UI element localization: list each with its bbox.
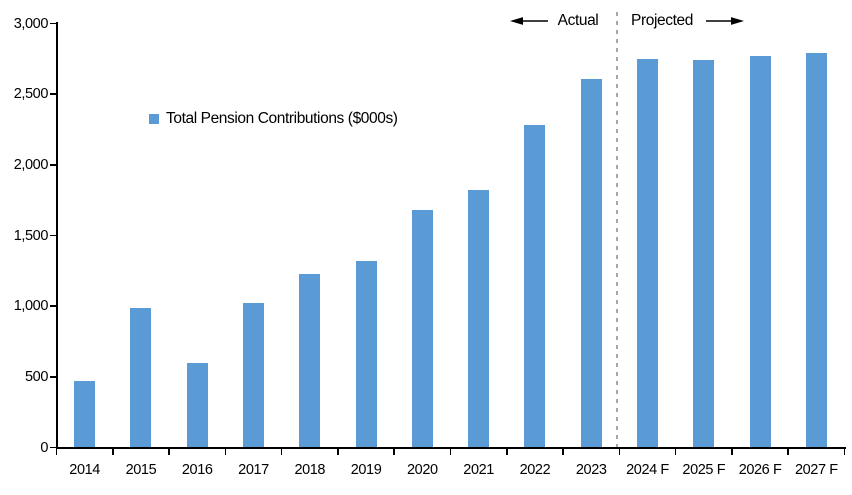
y-axis-label-0: 0 <box>40 439 48 456</box>
bar-2023 <box>580 78 602 448</box>
x-axis-label-2014: 2014 <box>69 462 100 478</box>
bar-2027-f <box>805 53 827 448</box>
x-axis-label-2016: 2016 <box>181 462 213 478</box>
x-tick <box>224 449 227 455</box>
x-tick <box>731 449 733 455</box>
legend-swatch <box>149 114 159 124</box>
bar-2024-f <box>637 58 658 448</box>
x-axis-label-2022: 2022 <box>519 462 551 478</box>
bar-2025-f <box>693 60 715 448</box>
bar-2021 <box>468 190 490 448</box>
x-tick <box>449 449 452 455</box>
x-tick <box>674 449 677 455</box>
y-tick-1,500 <box>50 234 56 237</box>
x-axis-label-2025-f: 2025 F <box>682 462 726 478</box>
x-axis-label-2019: 2019 <box>350 462 382 478</box>
x-tick <box>55 449 58 455</box>
x-tick <box>280 449 283 455</box>
bar-2018 <box>299 273 321 448</box>
y-tick-1,000 <box>50 305 56 307</box>
bar-2016 <box>186 362 208 448</box>
x-tick <box>843 449 846 455</box>
y-axis-label-3,000: 3,000 <box>13 15 49 32</box>
bar-2020 <box>411 210 433 448</box>
y-axis-label-1,000: 1,000 <box>13 298 49 315</box>
x-axis-label-2018: 2018 <box>294 462 326 478</box>
x-tick <box>168 449 170 455</box>
x-tick <box>618 449 621 455</box>
x-axis-label-2024-f: 2024 F <box>626 462 669 478</box>
y-axis-label-2,500: 2,500 <box>13 86 49 103</box>
bar-2022 <box>524 125 546 448</box>
legend: Total Pension Contributions ($000s) <box>149 110 398 128</box>
x-tick <box>562 449 564 455</box>
x-axis-label-2017: 2017 <box>238 462 269 478</box>
x-axis-label-2027-f: 2027 F <box>794 462 838 478</box>
x-axis-label-2026-f: 2026 F <box>738 462 782 478</box>
x-tick <box>787 449 789 455</box>
bar-2017 <box>243 303 264 448</box>
y-tick-500 <box>50 376 56 378</box>
bar-2019 <box>355 260 377 448</box>
x-axis-label-2023: 2023 <box>575 462 607 478</box>
bar-2014 <box>74 381 96 448</box>
y-tick-0 <box>50 446 56 449</box>
x-axis-label-2021: 2021 <box>463 462 494 478</box>
y-tick-3,000 <box>50 22 56 25</box>
x-axis-line <box>56 447 846 449</box>
actual-label: Actual <box>557 12 599 29</box>
projected-label: Projected <box>631 12 693 29</box>
x-tick <box>506 449 508 455</box>
x-tick <box>393 449 395 455</box>
x-tick <box>112 449 114 455</box>
y-axis-label-500: 500 <box>25 368 48 385</box>
x-axis-label-2015: 2015 <box>125 462 157 478</box>
left-arrow-icon <box>510 17 548 25</box>
y-tick-2,000 <box>50 164 56 166</box>
x-axis-label-2020: 2020 <box>407 462 438 478</box>
actual-projected-divider-line <box>616 12 618 448</box>
right-arrow-icon <box>706 17 744 25</box>
bar-2026-f <box>749 56 771 448</box>
x-tick <box>337 449 339 455</box>
y-axis-label-2,000: 2,000 <box>13 156 49 173</box>
y-axis-label-1,500: 1,500 <box>13 227 49 244</box>
legend-label: Total Pension Contributions ($000s) <box>166 110 398 127</box>
bar-2015 <box>130 307 152 448</box>
y-axis-line <box>56 22 58 449</box>
y-tick-2,500 <box>50 93 56 95</box>
